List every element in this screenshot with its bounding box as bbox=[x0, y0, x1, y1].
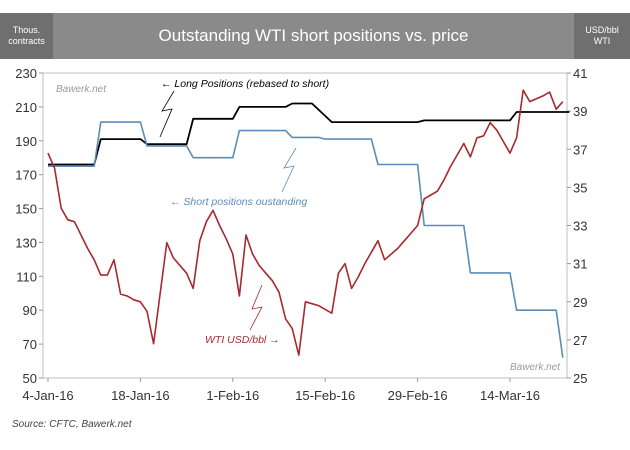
left-tick-label: 150 bbox=[15, 202, 37, 217]
x-tick-label: 4-Jan-16 bbox=[22, 388, 73, 403]
wti-annotation-connector bbox=[249, 284, 263, 331]
watermark-top: Bawerk.net bbox=[56, 84, 107, 95]
left-unit-line-2: contracts bbox=[8, 36, 45, 46]
source-note: Source: CFTC, Bawerk.net bbox=[12, 419, 132, 430]
wti-price-annotation: WTI USD/bbl → bbox=[205, 334, 280, 346]
chart-title: Outstanding WTI short positions vs. pric… bbox=[158, 26, 469, 45]
wti-price-line bbox=[47, 89, 564, 356]
right-tick-label: 25 bbox=[573, 371, 587, 386]
header-bar bbox=[0, 13, 630, 59]
left-tick-label: 90 bbox=[23, 303, 37, 318]
left-tick-label: 170 bbox=[15, 168, 37, 183]
x-tick-label: 1-Feb-16 bbox=[206, 388, 259, 403]
watermark-bottom: Bawerk.net bbox=[510, 362, 561, 373]
long-positions-annotation: ← Long Positions (rebased to short) bbox=[161, 78, 329, 90]
right-axis-unit-label: USD/bbl WTI bbox=[574, 13, 630, 59]
right-tick-label: 31 bbox=[573, 257, 587, 272]
right-tick-label: 29 bbox=[573, 295, 587, 310]
right-unit-line-1: USD/bbl bbox=[585, 25, 619, 35]
right-tick-label: 41 bbox=[573, 66, 587, 81]
right-tick-label: 33 bbox=[573, 219, 587, 234]
left-tick-label: 70 bbox=[23, 337, 37, 352]
left-tick-label: 230 bbox=[15, 66, 37, 81]
right-unit-line-2: WTI bbox=[593, 36, 611, 46]
left-tick-label: 110 bbox=[16, 269, 37, 284]
short-annotation-connector bbox=[281, 147, 297, 193]
left-unit-line-1: Thous. bbox=[12, 25, 41, 35]
right-tick-label: 39 bbox=[573, 104, 587, 119]
left-tick-label: 190 bbox=[15, 134, 37, 149]
right-tick-label: 27 bbox=[573, 333, 587, 348]
left-tick-label: 50 bbox=[23, 371, 37, 386]
x-tick-label: 18-Jan-16 bbox=[111, 388, 170, 403]
right-tick-label: 37 bbox=[573, 142, 587, 157]
x-tick-label: 15-Feb-16 bbox=[295, 388, 355, 403]
long-annotation-connector bbox=[159, 90, 175, 138]
x-tick-label: 14-Mar-16 bbox=[480, 388, 540, 403]
plot-frame bbox=[42, 72, 568, 379]
short-positions-line bbox=[48, 121, 564, 358]
x-tick-label: 29-Feb-16 bbox=[388, 388, 448, 403]
long-positions-line bbox=[48, 102, 570, 166]
left-tick-label: 210 bbox=[15, 100, 37, 115]
left-tick-label: 130 bbox=[15, 235, 37, 250]
short-positions-annotation: ← Short positions oustanding bbox=[170, 196, 307, 208]
right-tick-label: 35 bbox=[573, 180, 587, 195]
left-axis-unit-label: Thous. contracts bbox=[0, 13, 53, 59]
